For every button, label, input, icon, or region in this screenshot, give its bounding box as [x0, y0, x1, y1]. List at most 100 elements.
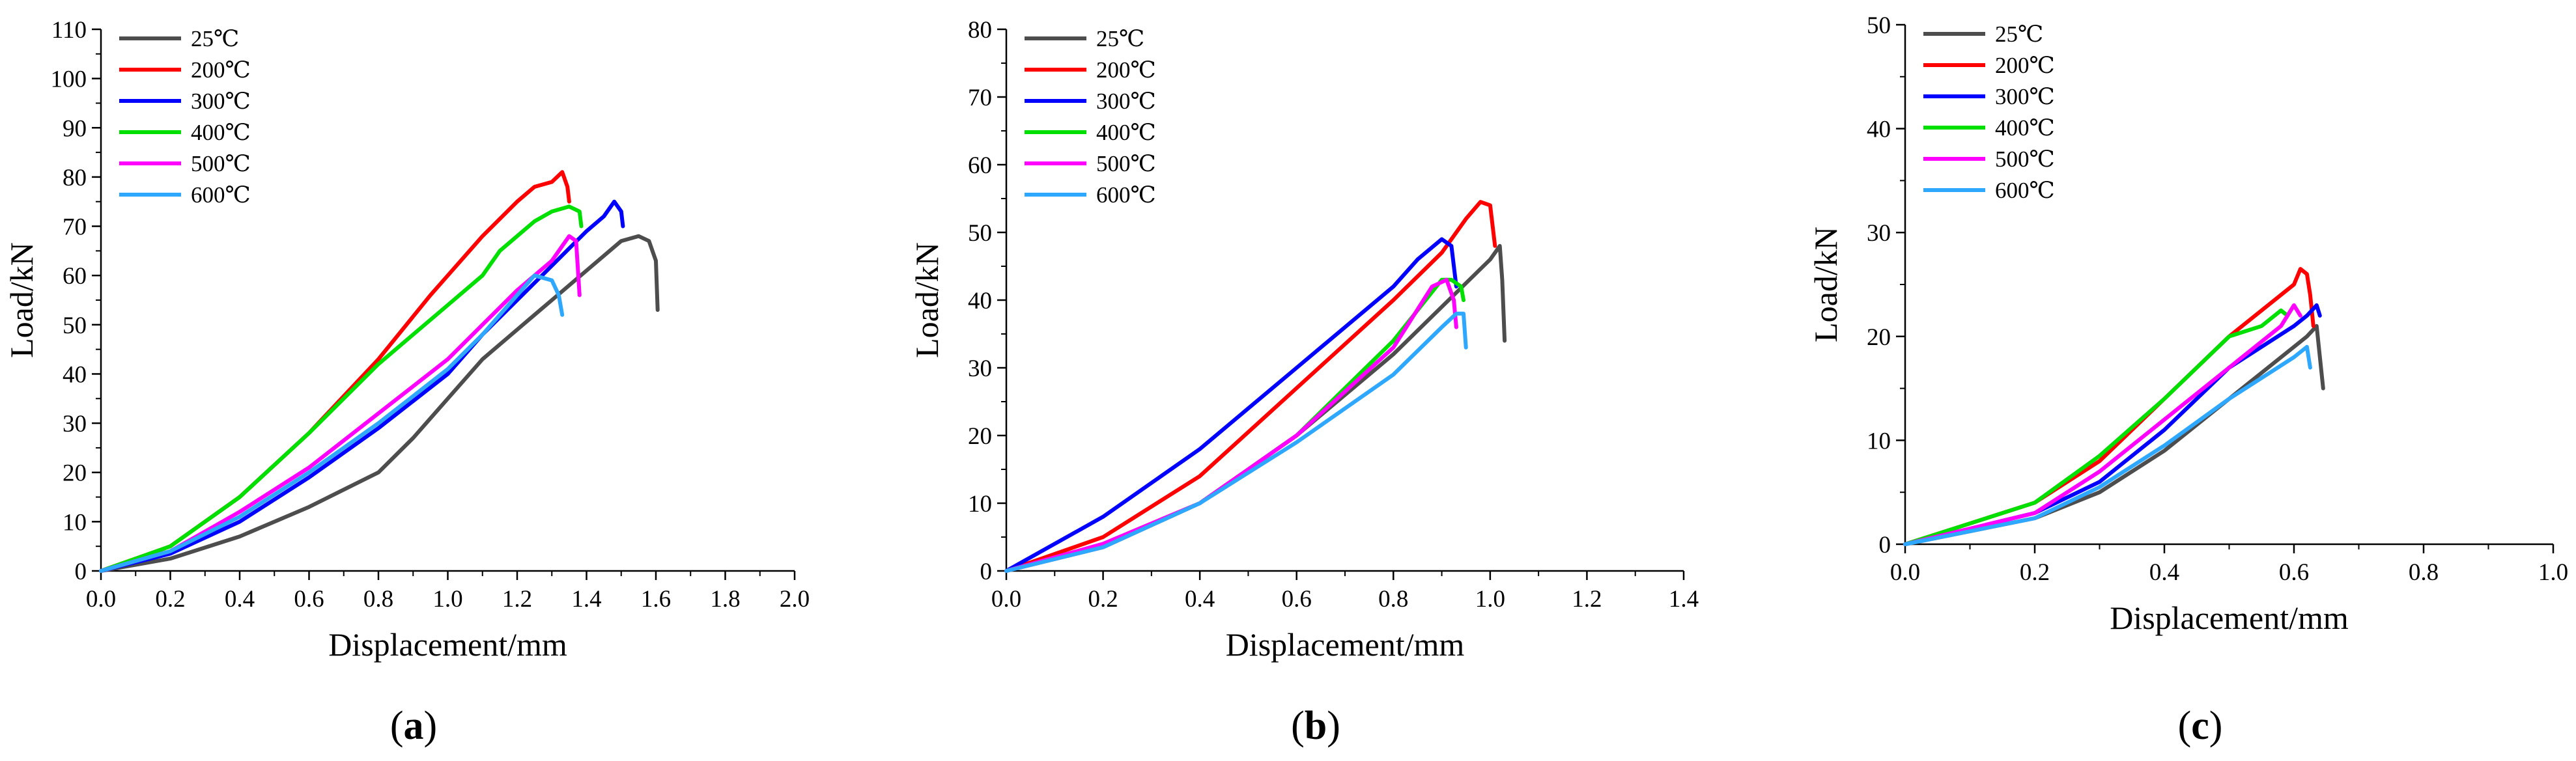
y-tick-label: 0	[75, 559, 87, 585]
y-tick-label: 60	[968, 152, 992, 179]
x-axis-title: Displacement/mm	[328, 626, 567, 663]
chart-panel-b: 0.0 0.2 0.4 0.6 0.8 1.0 1.2 1.4 0 10 20 30 40 50 60 70 8…	[909, 17, 1699, 748]
x-tick-label: 1.2	[502, 586, 532, 613]
series-line-500C	[1004, 277, 1458, 573]
x-tick-label: 1.0	[432, 586, 462, 613]
x-tick-label: 0.0	[86, 586, 116, 613]
panel-label: (c)	[2178, 704, 2223, 748]
legend-label: 500℃	[1096, 151, 1156, 176]
series-line-200C	[99, 170, 571, 573]
x-tick-label: 0.4	[2149, 559, 2179, 586]
legend-label: 25℃	[1096, 26, 1144, 51]
series-line-400C	[1004, 277, 1465, 573]
legend-label: 300℃	[1995, 84, 2055, 109]
x-tick-label: 1.8	[710, 586, 740, 613]
series-line-25C	[1903, 324, 2325, 546]
y-tick-label: 0	[980, 559, 993, 585]
x-tick-label: 0.6	[294, 586, 324, 613]
x-tick-label: 1.0	[2538, 559, 2568, 586]
x-axis-title: Displacement/mm	[2110, 600, 2349, 636]
legend-label: 25℃	[191, 26, 239, 51]
y-tick-label: 10	[968, 491, 992, 518]
y-tick-label: 60	[63, 263, 87, 290]
y-axis-title: Load/kN	[3, 242, 40, 358]
series-line-600C	[1004, 311, 1468, 573]
x-tick-label: 0.6	[2279, 559, 2309, 586]
x-tick-label: 0.4	[225, 586, 255, 613]
x-tick-label: 0.2	[2020, 559, 2050, 586]
y-tick-label: 10	[63, 509, 87, 536]
y-tick-label: 110	[51, 17, 87, 44]
panel-label: (a)	[390, 704, 437, 748]
x-tick-label: 1.0	[1475, 586, 1505, 613]
legend-label: 25℃	[1995, 21, 2043, 47]
series-line-600C	[1903, 344, 2312, 546]
legend-label: 200℃	[1995, 53, 2055, 78]
y-axis-title: Load/kN	[909, 242, 945, 358]
x-tick-label: 0.8	[1378, 586, 1408, 613]
x-tick-label: 1.4	[1669, 586, 1699, 613]
x-tick-label: 1.2	[1572, 586, 1602, 613]
legend: 25℃ 200℃ 300℃ 400℃ 500℃ 600℃	[119, 26, 251, 208]
legend-label: 400℃	[1995, 115, 2055, 141]
y-tick-label: 90	[63, 115, 87, 142]
x-tick-label: 0.8	[363, 586, 393, 613]
y-tick-label: 30	[63, 411, 87, 437]
y-tick-label: 30	[968, 355, 992, 382]
x-tick-label: 1.6	[641, 586, 671, 613]
legend-label: 600℃	[1096, 182, 1156, 208]
chart-panel-c: 0.0 0.2 0.4 0.6 0.8 1.0 0 10 20 30 40 50 Displacemen…	[1807, 12, 2568, 748]
legend-label: 200℃	[191, 57, 251, 83]
legend-label: 200℃	[1096, 57, 1156, 83]
y-tick-label: 80	[968, 17, 992, 44]
y-tick-label: 10	[1867, 428, 1891, 454]
x-tick-label: 1.4	[571, 586, 601, 613]
y-tick-label: 70	[63, 214, 87, 241]
series-line-400C	[1903, 308, 2290, 546]
y-tick-label: 20	[968, 423, 992, 450]
legend-label: 500℃	[191, 151, 251, 176]
legend: 25℃ 200℃ 300℃ 400℃ 500℃ 600℃	[1923, 21, 2055, 203]
legend-label: 400℃	[1096, 120, 1156, 145]
x-tick-label: 0.0	[1890, 559, 1920, 586]
x-tick-label: 0.2	[155, 586, 185, 613]
y-tick-label: 20	[1867, 324, 1891, 351]
series-line-600C	[99, 273, 565, 573]
x-tick-label: 0.6	[1282, 586, 1312, 613]
chart-panel-a: 0.0 0.2 0.4 0.6 0.8 1.0 1.2 1.4 1.6 1.8 2.0 0 10 20 30…	[3, 17, 810, 748]
y-tick-label: 20	[63, 460, 87, 487]
x-tick-label: 2.0	[780, 586, 810, 613]
legend: 25℃ 200℃ 300℃ 400℃ 500℃ 600℃	[1025, 26, 1156, 208]
panel-label: (b)	[1291, 704, 1340, 748]
series-line-200C	[1004, 200, 1497, 573]
x-tick-label: 0.0	[991, 586, 1021, 613]
y-tick-label: 80	[63, 165, 87, 191]
legend-label: 400℃	[191, 120, 251, 145]
y-tick-label: 40	[968, 288, 992, 314]
x-tick-label: 0.4	[1185, 586, 1215, 613]
x-axis-title: Displacement/mm	[1226, 626, 1465, 663]
y-tick-label: 0	[1879, 532, 1891, 559]
legend-label: 300℃	[191, 89, 251, 114]
legend-label: 600℃	[191, 182, 251, 208]
series-line-300C	[99, 199, 625, 573]
series-line-500C	[99, 234, 582, 573]
y-tick-label: 50	[63, 312, 87, 339]
y-tick-label: 70	[968, 85, 992, 111]
x-tick-label: 0.2	[1088, 586, 1118, 613]
series-line-300C	[1903, 303, 2322, 546]
series-line-500C	[1903, 303, 2302, 546]
x-tick-label: 0.8	[2409, 559, 2439, 586]
y-tick-label: 100	[51, 66, 87, 93]
series-line-200C	[1903, 267, 2315, 546]
y-tick-label: 50	[1867, 12, 1891, 39]
legend-label: 300℃	[1096, 89, 1156, 114]
series-line-25C	[99, 234, 660, 573]
legend-label: 500℃	[1995, 146, 2055, 172]
y-axis-title: Load/kN	[1807, 227, 1844, 342]
y-tick-label: 40	[63, 361, 87, 388]
series-line-300C	[1004, 237, 1458, 573]
y-tick-label: 40	[1867, 117, 1891, 143]
legend-label: 600℃	[1995, 178, 2055, 203]
